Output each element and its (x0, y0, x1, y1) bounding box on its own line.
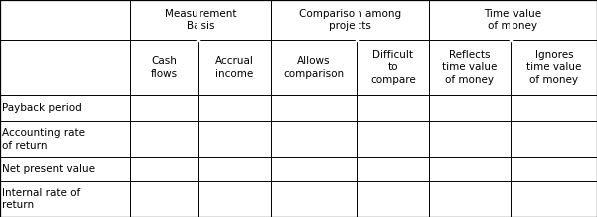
Text: Difficult
to
compare: Difficult to compare (370, 50, 416, 85)
Text: Net present value: Net present value (2, 164, 96, 174)
Text: Time value
of money: Time value of money (484, 9, 541, 31)
Text: Accounting rate
of return: Accounting rate of return (2, 128, 85, 151)
Text: Accrual
income: Accrual income (215, 56, 254, 79)
Text: Allows
comparison: Allows comparison (284, 56, 344, 79)
Text: Measurement
Basis: Measurement Basis (165, 9, 236, 31)
Text: Internal rate of
return: Internal rate of return (2, 188, 81, 210)
Text: Ignores
time value
of money: Ignores time value of money (526, 50, 581, 85)
Text: Comparison among
projects: Comparison among projects (298, 9, 401, 31)
Text: Reflects
time value
of money: Reflects time value of money (442, 50, 497, 85)
Text: Cash
flows: Cash flows (150, 56, 177, 79)
Text: Payback period: Payback period (2, 103, 82, 113)
